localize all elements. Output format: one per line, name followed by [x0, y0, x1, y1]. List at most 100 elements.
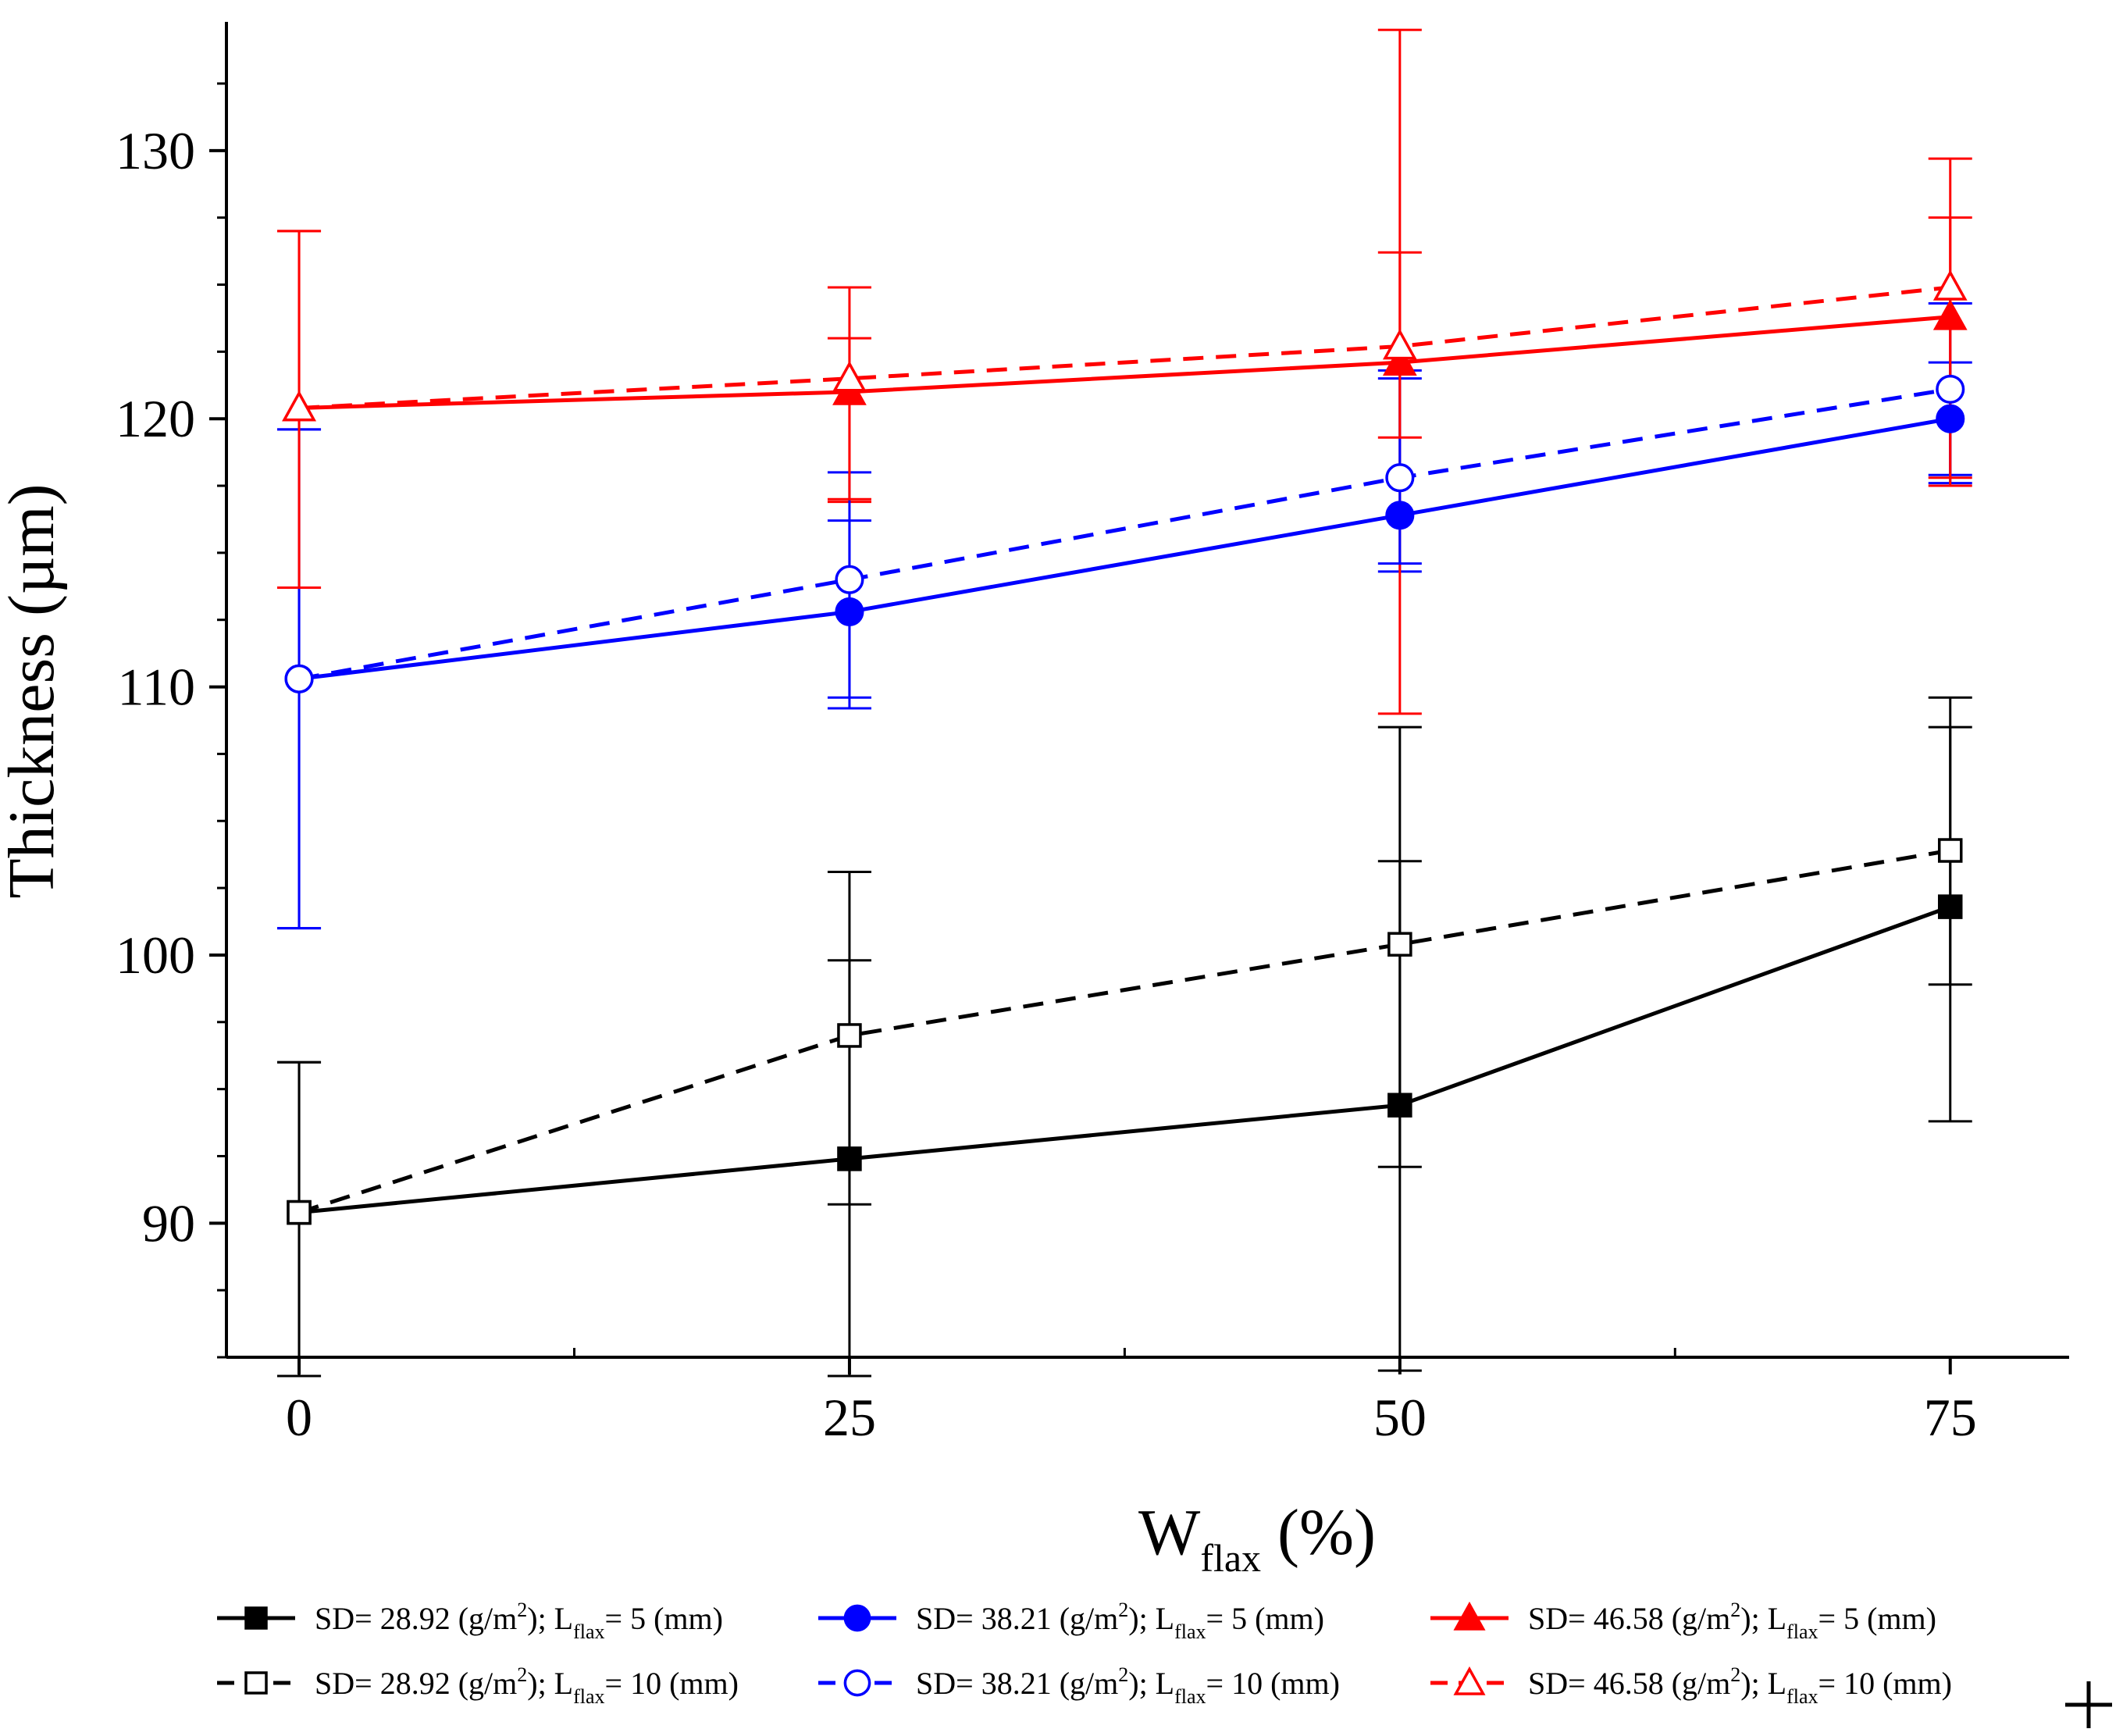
data-point [1932, 299, 1968, 330]
data-point [1937, 894, 1963, 919]
x-tick-label: 25 [823, 1388, 876, 1447]
legend-marker [843, 1669, 871, 1697]
legend-label-sup: 2 [517, 1663, 527, 1686]
legend-label-tail: = 10 (mm) [1206, 1666, 1340, 1701]
legend-label: SD= 38.21 (g/m2); Lflax= 10 (mm) [916, 1663, 1340, 1708]
legend-item-3: SD= 46.58 (g/m2); Lflax= 5 (mm) [1430, 1599, 1936, 1643]
legend-marker [244, 1671, 268, 1695]
crosshair-cursor-icon [2065, 1681, 2112, 1728]
legend-label-mid: ); L [1740, 1666, 1786, 1701]
plot-area [277, 28, 1972, 1378]
x-tick-label: 0 [286, 1388, 312, 1447]
legend-label-tail: = 10 (mm) [605, 1666, 739, 1701]
y-tick-label: 110 [118, 658, 195, 717]
data-point [282, 390, 316, 422]
legend-item-2: SD= 38.21 (g/m2); Lflax= 5 (mm) [818, 1599, 1324, 1643]
data-point [1387, 1093, 1412, 1118]
legend-label: SD= 38.21 (g/m2); Lflax= 5 (mm) [916, 1599, 1324, 1643]
markers-series-4 [287, 838, 1963, 1225]
data-point [1382, 344, 1417, 376]
legend: SD= 28.92 (g/m2); Lflax= 5 (mm) SD= 38.21… [217, 1599, 1952, 1708]
error-bars-series-5 [277, 361, 1972, 930]
legend-label-mid: ); L [1740, 1601, 1786, 1636]
legend-item-4: SD= 28.92 (g/m2); Lflax= 10 (mm) [217, 1663, 739, 1708]
markers-series-1 [287, 894, 1963, 1225]
legend-label-sub: flax [1174, 1685, 1206, 1708]
legend-label-mid: ); L [527, 1666, 573, 1701]
data-point [1385, 463, 1415, 493]
x-axis-title-rest: (%) [1261, 1496, 1376, 1569]
legend-label-sub: flax [1786, 1685, 1818, 1708]
legend-label-sub: flax [1174, 1620, 1206, 1643]
y-tick-label: 130 [116, 121, 195, 180]
series-line-5 [298, 387, 1951, 681]
y-tick-label: 100 [116, 925, 195, 985]
legend-label: SD= 28.92 (g/m2); Lflax= 10 (mm) [315, 1663, 739, 1708]
legend-label-sup: 2 [1730, 1599, 1740, 1621]
legend-label-mid: ); L [527, 1601, 573, 1636]
error-bars-series-6 [277, 28, 1972, 590]
legend-label-tail: = 5 (mm) [1818, 1601, 1936, 1636]
data-point [835, 597, 864, 626]
legend-label-sup: 2 [1118, 1663, 1128, 1686]
legend-label-sd: SD= 28.92 (g/m [315, 1666, 517, 1701]
legend-label-sd: SD= 46.58 (g/m [1528, 1666, 1730, 1701]
data-point [835, 565, 864, 594]
series-line-6 [298, 285, 1951, 410]
legend-marker [843, 1604, 871, 1632]
data-point [1937, 838, 1963, 863]
data-point [837, 1023, 862, 1048]
x-tick-label: 50 [1373, 1388, 1427, 1447]
legend-label-sd: SD= 38.21 (g/m [916, 1601, 1118, 1636]
data-point [1936, 374, 1965, 404]
legend-label-mid: ); L [1128, 1666, 1174, 1701]
y-tick-label: 90 [142, 1193, 195, 1253]
y-tick-label: 120 [116, 389, 195, 448]
y-axis-title: Thickness (µm) [0, 483, 68, 898]
x-axis-title: Wflax (%) [1138, 1496, 1376, 1580]
legend-item-5: SD= 38.21 (g/m2); Lflax= 10 (mm) [818, 1663, 1340, 1708]
series-line-4 [298, 848, 1951, 1214]
legend-label: SD= 28.92 (g/m2); Lflax= 5 (mm) [315, 1599, 723, 1643]
legend-label-sub: flax [573, 1685, 604, 1708]
markers-series-5 [284, 374, 1965, 693]
axes: 90 100 110 120 130 0 25 50 75 [116, 22, 2069, 1447]
series-line-2 [298, 416, 1951, 681]
data-point [1385, 501, 1415, 530]
markers-series-6 [282, 269, 1968, 422]
legend-item-6: SD= 46.58 (g/m2); Lflax= 10 (mm) [1430, 1663, 1952, 1708]
legend-label-sub: flax [1786, 1620, 1818, 1643]
legend-label-sup: 2 [517, 1599, 527, 1621]
x-axis-title-sub: flax [1200, 1536, 1261, 1580]
legend-label: SD= 46.58 (g/m2); Lflax= 10 (mm) [1528, 1663, 1952, 1708]
legend-label-sd: SD= 38.21 (g/m [916, 1666, 1118, 1701]
error-bars-series-4 [277, 725, 1972, 1378]
legend-item-1: SD= 28.92 (g/m2); Lflax= 5 (mm) [217, 1599, 723, 1643]
data-point [832, 361, 867, 392]
legend-label-tail: = 5 (mm) [605, 1601, 723, 1636]
legend-label: SD= 46.58 (g/m2); Lflax= 5 (mm) [1528, 1599, 1936, 1643]
legend-label-mid: ); L [1128, 1601, 1174, 1636]
legend-marker [1453, 1601, 1486, 1631]
data-point [284, 664, 314, 693]
legend-marker [244, 1606, 268, 1630]
data-point [837, 1146, 862, 1171]
legend-label-tail: = 5 (mm) [1206, 1601, 1324, 1636]
data-point [1936, 404, 1965, 433]
data-point [287, 1200, 312, 1225]
legend-label-sup: 2 [1730, 1663, 1740, 1686]
legend-label-sd: SD= 46.58 (g/m [1528, 1601, 1730, 1636]
legend-label-sd: SD= 28.92 (g/m [315, 1601, 517, 1636]
legend-label-sub: flax [573, 1620, 604, 1643]
legend-marker [1453, 1666, 1486, 1695]
x-tick-label: 75 [1924, 1388, 1977, 1447]
data-point [1387, 932, 1412, 957]
series-line-3 [298, 315, 1950, 410]
x-axis-title-main: W [1138, 1496, 1201, 1569]
data-point [1382, 328, 1417, 360]
data-point [1932, 269, 1968, 301]
error-bars-series-3 [277, 216, 1972, 715]
legend-label-tail: = 10 (mm) [1818, 1666, 1952, 1701]
series-line-1 [298, 904, 1951, 1215]
